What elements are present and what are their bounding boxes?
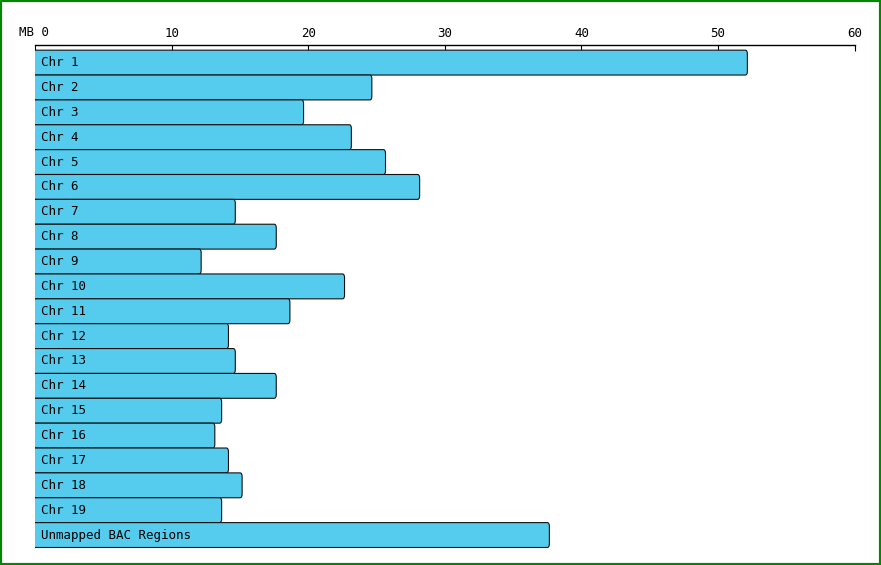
- Text: Chr 9: Chr 9: [41, 255, 78, 268]
- FancyBboxPatch shape: [33, 175, 419, 199]
- Text: Chr 13: Chr 13: [41, 354, 85, 367]
- Text: Chr 6: Chr 6: [41, 180, 78, 193]
- Text: Chr 3: Chr 3: [41, 106, 78, 119]
- FancyBboxPatch shape: [33, 199, 235, 224]
- FancyBboxPatch shape: [33, 100, 304, 125]
- Text: Chr 12: Chr 12: [41, 329, 85, 342]
- FancyBboxPatch shape: [33, 473, 242, 498]
- FancyBboxPatch shape: [33, 324, 228, 349]
- FancyBboxPatch shape: [33, 498, 222, 523]
- FancyBboxPatch shape: [33, 150, 386, 175]
- FancyBboxPatch shape: [33, 249, 201, 274]
- FancyBboxPatch shape: [33, 299, 290, 324]
- Text: Chr 10: Chr 10: [41, 280, 85, 293]
- Text: Chr 1: Chr 1: [41, 56, 78, 69]
- FancyBboxPatch shape: [33, 423, 215, 448]
- Text: Chr 18: Chr 18: [41, 479, 85, 492]
- Text: Chr 19: Chr 19: [41, 503, 85, 516]
- FancyBboxPatch shape: [33, 75, 372, 100]
- FancyBboxPatch shape: [33, 448, 228, 473]
- Text: Chr 5: Chr 5: [41, 155, 78, 168]
- Text: Chr 8: Chr 8: [41, 230, 78, 243]
- FancyBboxPatch shape: [33, 523, 550, 547]
- FancyBboxPatch shape: [33, 125, 352, 150]
- Text: Unmapped BAC Regions: Unmapped BAC Regions: [41, 528, 190, 541]
- FancyBboxPatch shape: [33, 224, 277, 249]
- Text: Chr 16: Chr 16: [41, 429, 85, 442]
- Text: Chr 14: Chr 14: [41, 379, 85, 392]
- Text: Chr 17: Chr 17: [41, 454, 85, 467]
- Text: MB 0: MB 0: [19, 26, 48, 39]
- Text: Chr 7: Chr 7: [41, 205, 78, 218]
- FancyBboxPatch shape: [33, 349, 235, 373]
- FancyBboxPatch shape: [33, 398, 222, 423]
- FancyBboxPatch shape: [33, 373, 277, 398]
- FancyBboxPatch shape: [33, 274, 344, 299]
- Text: Chr 2: Chr 2: [41, 81, 78, 94]
- Text: Chr 11: Chr 11: [41, 305, 85, 318]
- FancyBboxPatch shape: [33, 50, 747, 75]
- Text: Chr 15: Chr 15: [41, 404, 85, 417]
- Text: Chr 4: Chr 4: [41, 131, 78, 144]
